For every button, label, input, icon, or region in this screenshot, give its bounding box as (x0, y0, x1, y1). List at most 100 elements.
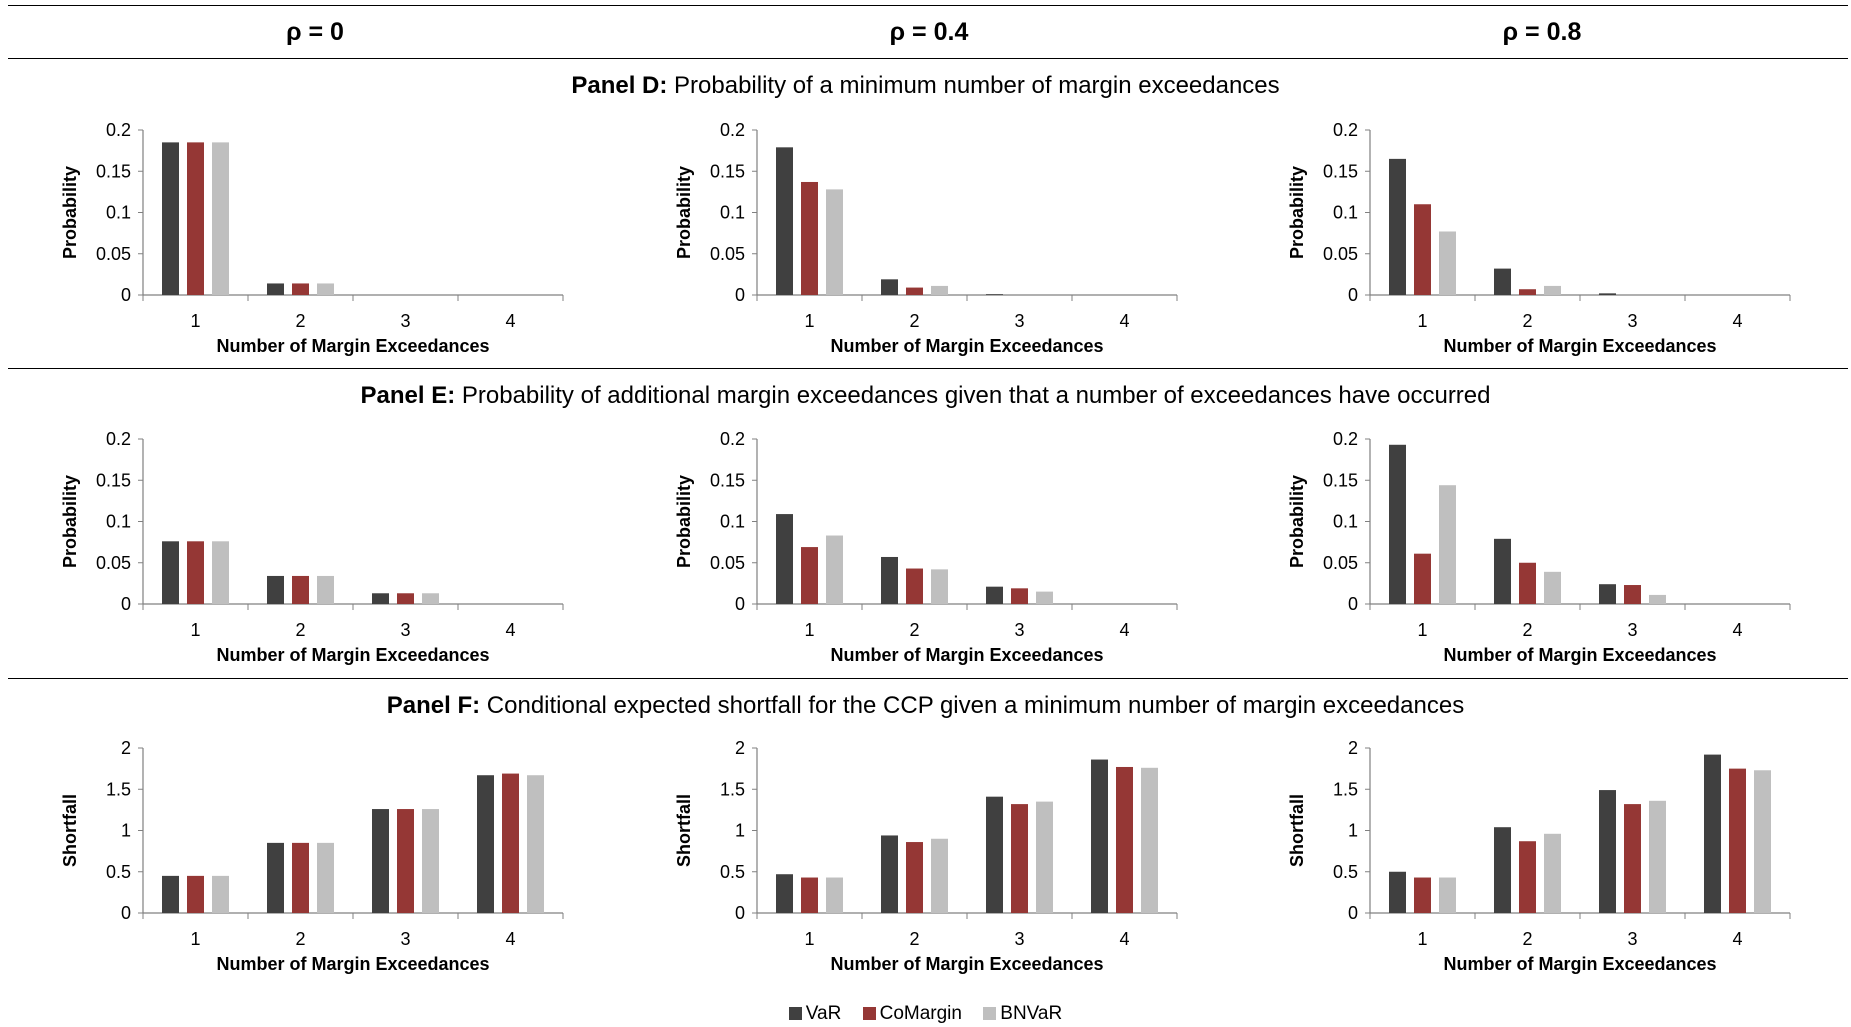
legend-label-bnvar: BNVaR (1000, 1003, 1063, 1024)
chart-f1-bar-var-4 (477, 775, 494, 913)
chart-d1-bar-comargin-2 (292, 283, 309, 295)
chart-f3-x-tick-label: 4 (1732, 929, 1742, 949)
chart-d3-bar-comargin-1 (1414, 204, 1431, 295)
chart-f2-x-tick-label: 4 (1119, 929, 1129, 949)
chart-f2-y-tick-label: 0 (735, 903, 745, 923)
panel-divider-2 (8, 678, 1848, 679)
legend-label-var: VaR (805, 1003, 842, 1024)
chart-d1-bar-var-1 (162, 142, 179, 295)
chart-e1-x-tick-label: 2 (295, 620, 305, 640)
chart-e1-x-axis-title: Number of Margin Exceedances (216, 645, 489, 665)
chart-e2-y-axis-title: Probability (674, 475, 694, 568)
chart-f1-y-axis-title: Shortfall (60, 794, 80, 867)
chart-e2-x-tick-label: 2 (909, 620, 919, 640)
legend-label-comargin: CoMargin (879, 1003, 962, 1024)
chart-e3-y-tick-label: 0.15 (1323, 470, 1358, 490)
chart-d3-bar-var-3 (1599, 293, 1616, 295)
chart-d3-y-tick-label: 0.15 (1323, 161, 1358, 181)
chart-f1-bar-bnvar-1 (212, 875, 229, 913)
chart-d2-bar-comargin-1 (801, 181, 818, 295)
chart-d3-x-tick-label: 4 (1732, 311, 1742, 331)
chart-e3-y-tick-label: 0.05 (1323, 553, 1358, 573)
chart-d2-bar-var-1 (776, 147, 793, 295)
chart-f3-bar-bnvar-1 (1439, 877, 1456, 913)
chart-e2-bar-var-3 (986, 586, 1003, 604)
chart-f1-y-tick-label: 0.5 (106, 862, 131, 882)
chart-e2-y-tick-label: 0 (735, 594, 745, 614)
chart-d2-y-tick-label: 0.15 (710, 161, 745, 181)
chart-d1-y-tick-label: 0.2 (106, 120, 131, 140)
column-header-rho-0.8: ρ = 0.8 (1502, 18, 1582, 46)
chart-e3-y-tick-label: 0.1 (1333, 512, 1358, 532)
chart-d1-bar-var-2 (267, 283, 284, 295)
bar-chart-panel-e-col-1: 0 0.05 0.1 0.15 0.2 1 2 3 4 Number of Margin Exce… (60, 429, 564, 665)
chart-f3-bar-comargin-4 (1729, 768, 1746, 913)
chart-e1-y-tick-label: 0.15 (96, 470, 131, 490)
chart-e3-bar-bnvar-1 (1439, 485, 1456, 604)
chart-e1-bar-var-3 (372, 593, 389, 604)
chart-e3-bar-var-1 (1389, 444, 1406, 604)
chart-f2-bar-var-3 (986, 796, 1003, 913)
chart-f3-bar-var-3 (1599, 790, 1616, 913)
chart-e1-bar-var-1 (162, 541, 179, 604)
chart-e2-bar-bnvar-1 (826, 535, 843, 604)
chart-d3-y-axis-title: Probability (1287, 166, 1307, 259)
chart-f3-y-tick-label: 2 (1348, 738, 1358, 758)
bar-chart-panel-d-col-3: 0 0.05 0.1 0.15 0.2 1 2 3 4 Number of Margin Exce… (1287, 120, 1791, 356)
chart-e3-x-tick-label: 3 (1627, 620, 1637, 640)
chart-e3-y-tick-label: 0.2 (1333, 429, 1358, 449)
chart-f1-bar-var-3 (372, 809, 389, 913)
chart-d3-bar-bnvar-2 (1544, 285, 1561, 295)
chart-e3-bar-comargin-2 (1519, 562, 1536, 604)
chart-e3-bar-comargin-1 (1414, 553, 1431, 604)
chart-f3-bar-bnvar-3 (1649, 800, 1666, 913)
chart-d1-y-axis-title: Probability (60, 166, 80, 259)
chart-d1-y-tick-label: 0.15 (96, 161, 131, 181)
chart-f2-y-axis-title: Shortfall (674, 794, 694, 867)
chart-f3-x-tick-label: 3 (1627, 929, 1637, 949)
chart-e1-y-axis-title: Probability (60, 475, 80, 568)
bar-chart-panel-f-col-1: 0 0.5 1 1.5 2 1 2 3 4 Number of Margin Exceedance… (60, 738, 564, 974)
bar-chart-panel-d-col-2: 0 0.05 0.1 0.15 0.2 1 2 3 4 Number of Margin Exce… (674, 120, 1178, 356)
legend-swatch-comargin (862, 1007, 876, 1020)
chart-d3-y-tick-label: 0.05 (1323, 244, 1358, 264)
chart-d1-x-axis-title: Number of Margin Exceedances (216, 336, 489, 356)
chart-d2-x-tick-label: 1 (804, 311, 814, 331)
chart-d2-x-axis-title: Number of Margin Exceedances (830, 336, 1103, 356)
chart-f2-bar-bnvar-1 (826, 877, 843, 913)
chart-f2-x-tick-label: 3 (1014, 929, 1024, 949)
bar-chart-panel-e-col-2: 0 0.05 0.1 0.15 0.2 1 2 3 4 Number of Margin Exce… (674, 429, 1178, 665)
chart-f3-y-tick-label: 1.5 (1333, 779, 1358, 799)
chart-e3-x-tick-label: 1 (1417, 620, 1427, 640)
chart-d1-y-tick-label: 0 (121, 285, 131, 305)
chart-f1-bar-var-2 (267, 842, 284, 913)
chart-f1-y-tick-label: 1.5 (106, 779, 131, 799)
bar-chart-panel-f-col-2: 0 0.5 1 1.5 2 1 2 3 4 Number of Margin Exceedance… (674, 738, 1178, 974)
chart-e1-y-tick-label: 0.1 (106, 512, 131, 532)
chart-e3-bar-bnvar-2 (1544, 571, 1561, 604)
chart-e3-bar-var-3 (1599, 584, 1616, 604)
chart-d1-y-tick-label: 0.1 (106, 203, 131, 223)
chart-f1-x-axis-title: Number of Margin Exceedances (216, 954, 489, 974)
chart-e3-y-axis-title: Probability (1287, 475, 1307, 568)
chart-e2-y-tick-label: 0.15 (710, 470, 745, 490)
chart-f3-y-tick-label: 1 (1348, 821, 1358, 841)
top-rule (8, 5, 1848, 6)
chart-d3-bar-var-1 (1389, 158, 1406, 295)
chart-d2-bar-comargin-2 (906, 287, 923, 295)
chart-e2-bar-bnvar-2 (931, 569, 948, 604)
chart-e2-bar-var-1 (776, 514, 793, 604)
panel-divider-1 (8, 368, 1848, 369)
chart-f2-bar-bnvar-2 (931, 838, 948, 913)
column-header-rho-0.4: ρ = 0.4 (889, 18, 969, 46)
chart-f2-y-tick-label: 2 (735, 738, 745, 758)
chart-d2-x-tick-label: 3 (1014, 311, 1024, 331)
chart-f1-x-tick-label: 1 (190, 929, 200, 949)
chart-e2-x-tick-label: 4 (1119, 620, 1129, 640)
chart-f1-bar-var-1 (162, 875, 179, 913)
chart-d3-bar-var-2 (1494, 268, 1511, 295)
chart-e1-bar-bnvar-3 (422, 593, 439, 604)
chart-d2-bar-bnvar-1 (826, 189, 843, 295)
chart-d2-y-tick-label: 0.2 (720, 120, 745, 140)
chart-f2-bar-var-4 (1091, 759, 1108, 913)
